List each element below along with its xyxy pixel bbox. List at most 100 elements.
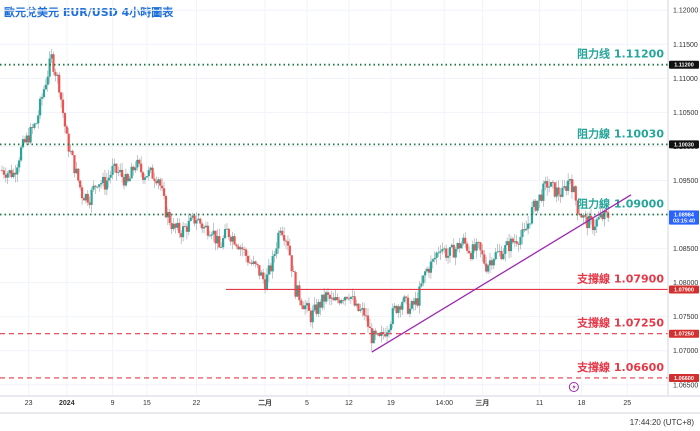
candle-down (370, 328, 373, 344)
trendline (371, 194, 632, 353)
candle-up (521, 229, 524, 237)
candle-up (532, 200, 535, 208)
candle-down (250, 262, 253, 264)
candle-down (162, 188, 166, 196)
candle-up (389, 324, 392, 331)
candle-down (82, 198, 86, 201)
candle-up (16, 167, 19, 175)
candle-down (71, 150, 74, 156)
candle-down (309, 310, 312, 323)
level-label-resistance-2: 阻力線 1.10030 (577, 126, 664, 140)
candle-up (105, 180, 108, 190)
candle-up (391, 308, 394, 325)
candle-down (2, 170, 6, 175)
candle-up (42, 89, 46, 98)
candle-up (239, 247, 242, 250)
candle-down (246, 255, 250, 263)
candle-up (75, 168, 78, 174)
candle-down (132, 166, 135, 171)
candle-up (275, 248, 278, 255)
candle-down (584, 215, 587, 217)
candle-down (302, 305, 305, 310)
candle-down (586, 216, 589, 229)
candle-up (494, 252, 497, 260)
candle-down (183, 226, 187, 228)
candle-down (281, 230, 284, 236)
candle-down (374, 330, 377, 335)
candle-up (372, 330, 375, 344)
level-label-support-3: 支撐線 1.06600 (576, 360, 664, 374)
candle-down (605, 210, 608, 213)
candle-up (208, 235, 211, 237)
candle-up (509, 238, 513, 252)
candle-up (181, 226, 185, 238)
candle-down (269, 265, 272, 272)
candle-up (528, 223, 532, 225)
candle-up (397, 306, 400, 313)
candle-down (80, 187, 84, 199)
candle-up (498, 250, 501, 252)
candle-down (241, 247, 244, 250)
candle-up (595, 219, 598, 227)
price-tick-label: 1.07000 (673, 348, 698, 355)
candle-down (517, 243, 520, 245)
candle-down (483, 254, 486, 264)
candle-down (382, 331, 385, 335)
candle-down (479, 242, 482, 251)
price-tags: 1.112001.100301.090001.079001.072501.066… (669, 60, 699, 382)
time-axis[interactable]: 23 2024 9 15 22 二月 5 12 19 14:00 三月 11 18 25 (0, 395, 700, 414)
candle-up (568, 179, 572, 181)
candle-down (298, 285, 301, 301)
candle-up (19, 147, 23, 161)
price-tag-text-support-3: 1.06600 (674, 376, 694, 382)
candle-down (416, 298, 419, 306)
candle-up (111, 165, 114, 175)
candle-down (237, 246, 240, 250)
candle-up (547, 186, 551, 188)
time-tick-label: 5 (305, 400, 309, 407)
chart-title: 歐元兌美元 EUR/USD 4小時圖表 (4, 6, 174, 19)
candle-up (260, 272, 263, 276)
candle-up (387, 330, 391, 333)
clock-readout: 17:44:20 (UTC+8) (629, 418, 694, 427)
candle-up (212, 230, 215, 235)
candle-up (157, 179, 160, 184)
candle-down (467, 250, 471, 254)
candle-up (471, 244, 474, 260)
candle-up (429, 261, 433, 273)
candle-up (403, 296, 406, 302)
candle-up (414, 298, 417, 305)
candle-down (565, 186, 568, 191)
candle-down (161, 185, 164, 189)
candle-down (445, 248, 448, 258)
candle-down (578, 213, 581, 215)
candle-up (98, 184, 101, 187)
candle-down (559, 194, 562, 197)
candle-up (361, 308, 364, 310)
candle-up (136, 159, 139, 168)
candle-up (84, 193, 87, 201)
candle-down (580, 214, 583, 218)
candle-down (368, 326, 372, 329)
candle-down (31, 127, 34, 128)
candle-down (201, 223, 204, 229)
candle-down (500, 250, 503, 260)
candle-down (342, 300, 345, 301)
candle-up (128, 178, 131, 182)
candle-down (168, 212, 171, 223)
candle-up (597, 217, 600, 220)
candle-down (242, 249, 246, 250)
candle-up (231, 236, 234, 242)
price-tick-label: 1.10500 (673, 110, 698, 117)
time-tick-label: 11 (536, 400, 543, 407)
candle-down (126, 173, 129, 182)
candle-up (50, 54, 53, 59)
candle-up (18, 160, 21, 168)
candle-up (422, 275, 425, 284)
candle-down (214, 230, 217, 244)
candle-up (385, 332, 389, 337)
candle-down (576, 200, 579, 214)
candle-down (366, 315, 370, 327)
candle-up (149, 167, 152, 171)
